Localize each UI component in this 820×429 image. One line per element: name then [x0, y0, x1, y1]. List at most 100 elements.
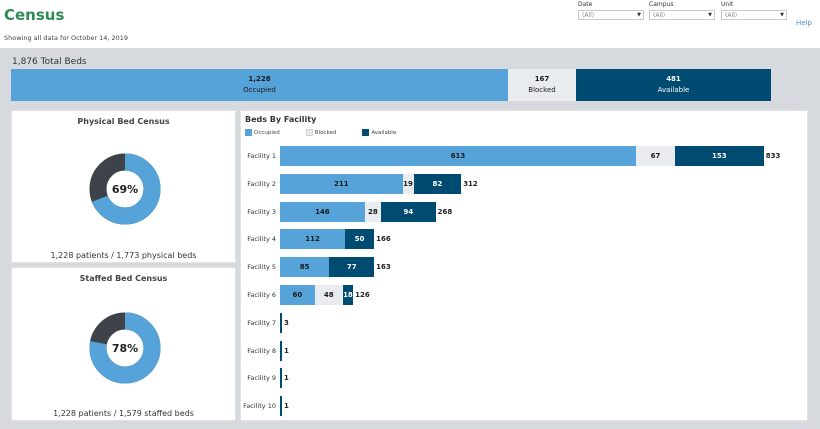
chevron-down-icon: ▼: [637, 12, 641, 18]
facility-total: 1: [284, 346, 289, 355]
bar-available[interactable]: 153: [674, 146, 764, 166]
physical-census-percent: 69%: [112, 183, 138, 196]
date-filter-select[interactable]: (All) ▼: [578, 10, 644, 20]
bar-value-label: 28: [368, 207, 378, 216]
unit-filter: Unit (All) ▼: [721, 1, 787, 20]
staffed-census-title: Staffed Bed Census: [79, 274, 168, 283]
facility-label: Facility 8: [247, 346, 276, 355]
legend-occupied-label: Occupied: [254, 129, 280, 136]
facility-label: Facility 6: [247, 291, 276, 299]
legend-blocked-label: Blocked: [314, 129, 337, 136]
staffed-census-donut: 78%: [89, 312, 161, 384]
occupied-swatch: [245, 129, 252, 136]
facility-label: Facility 5: [247, 263, 276, 272]
date-filter: Date (All) ▼: [578, 1, 644, 20]
header-bar: Census Showing all data for October 14, …: [0, 0, 820, 48]
bar-blocked[interactable]: 28: [364, 201, 382, 222]
chevron-down-icon: ▼: [780, 12, 784, 18]
available-label: Available: [657, 86, 690, 94]
facility-row[interactable]: Facility 5 85 77 163: [241, 257, 806, 278]
physical-census-footer: 1,228 patients / 1,773 physical beds: [50, 251, 197, 260]
bar-value-label: 60: [292, 291, 303, 299]
physical-census-donut: 69%: [89, 153, 161, 225]
facility-total: 1: [284, 374, 289, 383]
facility-row[interactable]: Facility 7 3: [241, 312, 806, 333]
staffed-census-card: Staffed Bed Census 78% 1,228 patients / …: [11, 267, 236, 421]
bar-value-label: 67: [650, 152, 661, 160]
bar-available[interactable]: [280, 312, 282, 333]
facility-row[interactable]: Facility 4 112 50 166: [241, 229, 806, 250]
facility-total: 268: [437, 207, 453, 216]
bar-blocked[interactable]: 19: [402, 173, 414, 194]
occupied-segment[interactable]: 1,228 Occupied: [11, 69, 508, 101]
blocked-value: 167: [534, 75, 550, 83]
facility-row[interactable]: Facility 8 1: [241, 340, 806, 361]
bar-blocked[interactable]: 67: [636, 146, 675, 166]
bar-blocked[interactable]: 48: [314, 285, 343, 305]
donut-occupied-arc: [89, 312, 161, 384]
beds-by-facility-panel: Beds By Facility Occupied Blocked Availa…: [240, 110, 808, 421]
campus-filter-label: Campus: [649, 1, 674, 8]
facility-row[interactable]: Facility 10 1: [241, 396, 806, 417]
bar-value-label: 146: [315, 207, 330, 216]
bar-available[interactable]: [280, 368, 282, 389]
facility-total: 833: [765, 152, 781, 160]
staffed-census-footer: 1,228 patients / 1,579 staffed beds: [53, 409, 194, 418]
available-segment[interactable]: 481 Available: [576, 69, 771, 101]
bar-available[interactable]: 82: [413, 173, 462, 194]
facility-row[interactable]: Facility 6 60 48 18 126: [241, 285, 806, 305]
bar-available[interactable]: 18: [342, 285, 354, 305]
page-title: Census: [4, 6, 65, 24]
bar-value-label: 82: [432, 179, 443, 188]
bar-value-label: 18: [343, 291, 353, 299]
bar-available[interactable]: [280, 340, 282, 361]
bar-occupied[interactable]: 211: [280, 173, 403, 194]
staffed-census-percent: 78%: [112, 342, 138, 355]
facility-total: 166: [376, 235, 391, 244]
facility-row[interactable]: Facility 3 146 28 94 268: [241, 201, 806, 222]
facility-row[interactable]: Facility 1 613 67 153 833: [241, 146, 806, 166]
legend-blocked[interactable]: Blocked: [305, 129, 337, 136]
occupied-value: 1,228: [248, 75, 271, 83]
legend-available[interactable]: Available: [362, 129, 396, 136]
campus-filter-select[interactable]: (All) ▼: [649, 10, 715, 20]
date-filter-value: (All): [582, 12, 595, 19]
bar-available[interactable]: 50: [345, 229, 375, 250]
bar-value-label: 77: [346, 263, 357, 272]
legend-occupied[interactable]: Occupied: [245, 129, 280, 136]
physical-census-title: Physical Bed Census: [77, 117, 170, 126]
total-beds-label: 1,876 Total Beds: [12, 57, 87, 67]
facility-label: Facility 10: [243, 402, 276, 411]
facility-total: 163: [376, 263, 391, 272]
bar-occupied[interactable]: 613: [280, 146, 636, 166]
help-link[interactable]: Help: [796, 19, 812, 27]
bar-value-label: 48: [323, 291, 334, 299]
bar-occupied[interactable]: 112: [280, 229, 346, 250]
bar-occupied[interactable]: 60: [280, 285, 315, 305]
chart-legend: Occupied Blocked Available: [245, 129, 396, 136]
facility-row[interactable]: Facility 2 211 19 82 312: [241, 173, 806, 194]
bar-value-label: 19: [403, 179, 413, 188]
facility-total: 1: [284, 402, 289, 411]
bar-available[interactable]: 94: [381, 201, 436, 222]
facility-total: 312: [463, 179, 478, 188]
total-beds-bar: 1,228 Occupied 167 Blocked 481 Available: [11, 69, 771, 101]
bar-occupied[interactable]: 146: [280, 201, 365, 222]
facility-total: 3: [284, 318, 289, 327]
chevron-down-icon: ▼: [708, 12, 712, 18]
blocked-segment[interactable]: 167 Blocked: [508, 69, 576, 101]
page-subtitle: Showing all data for October 14, 2019: [4, 34, 129, 42]
facility-total: 126: [355, 291, 370, 299]
bar-value-label: 112: [305, 235, 320, 244]
unit-filter-value: (All): [725, 12, 738, 19]
bar-available[interactable]: 77: [329, 257, 375, 278]
bar-value-label: 211: [333, 179, 349, 188]
bar-occupied[interactable]: 85: [280, 257, 330, 278]
bar-available[interactable]: [280, 396, 282, 417]
facility-row[interactable]: Facility 9 1: [241, 368, 806, 389]
facility-label: Facility 9: [247, 374, 276, 383]
facility-label: Facility 1: [247, 152, 276, 160]
unit-filter-select[interactable]: (All) ▼: [721, 10, 787, 20]
unit-filter-label: Unit: [721, 1, 734, 8]
beds-by-facility-title: Beds By Facility: [245, 115, 317, 124]
